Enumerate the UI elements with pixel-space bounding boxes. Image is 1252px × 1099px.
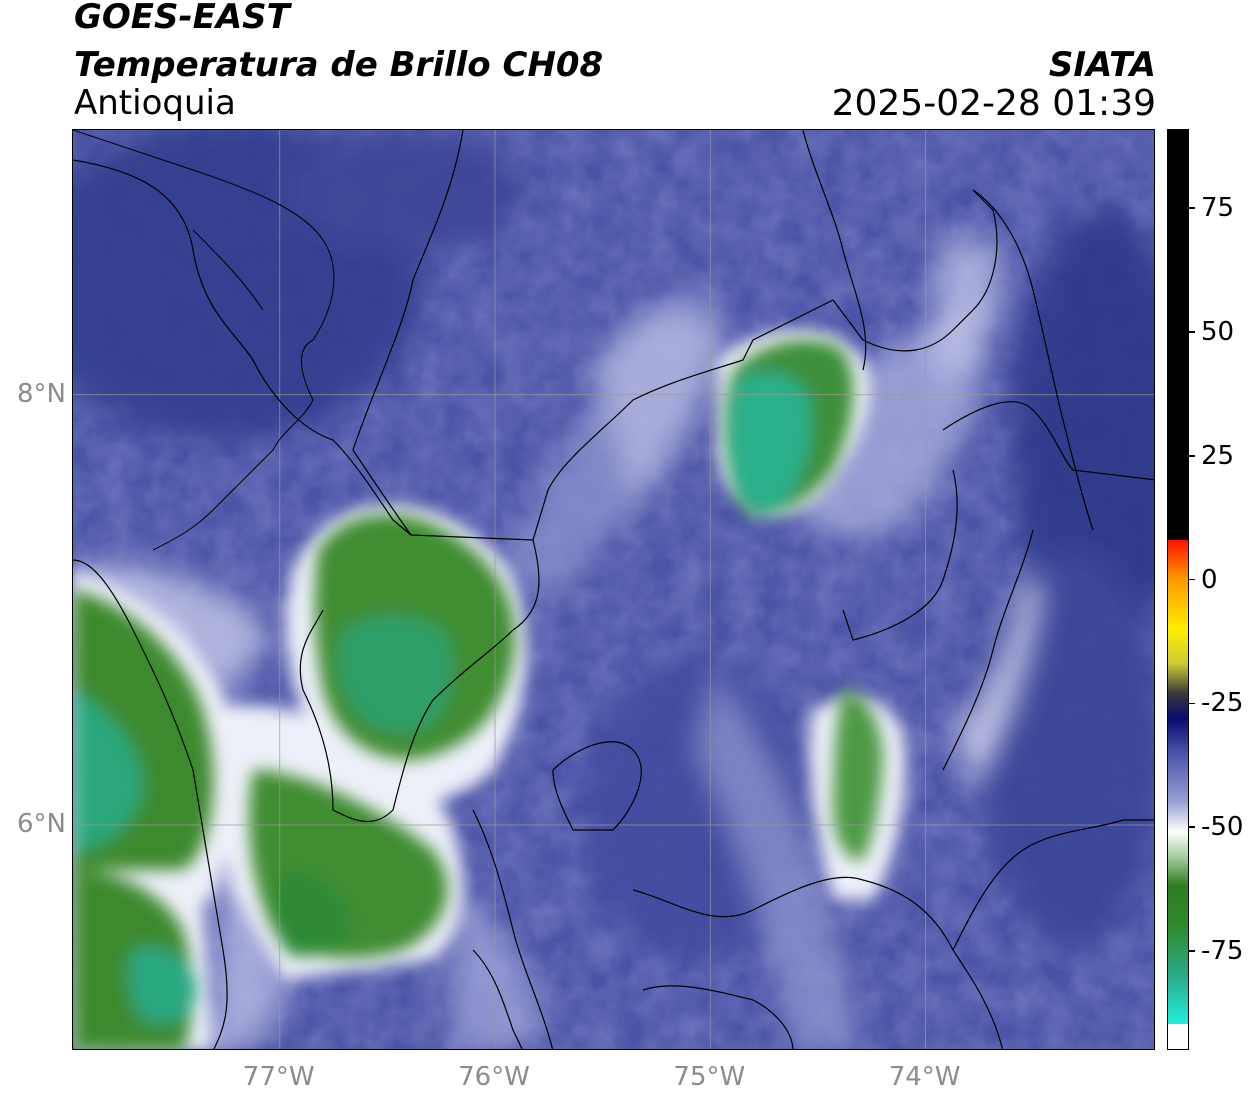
- region-label: Antioquia: [74, 83, 236, 123]
- colorbar-tick-mark: [1189, 578, 1195, 581]
- colorbar-tick-mark: [1189, 826, 1195, 828]
- cold-cloud-tops: [73, 339, 883, 1049]
- colorbar-tick-mark: [1189, 331, 1195, 333]
- graticule: [73, 130, 1154, 1049]
- colorbar-tick-label: 50: [1201, 317, 1235, 348]
- coastline: [73, 130, 335, 551]
- lon-label-76: 76°W: [458, 1062, 530, 1092]
- agency-label: SIATA: [1048, 45, 1156, 85]
- temperature-colorbar: [1167, 129, 1189, 1050]
- lon-label-75: 75°W: [673, 1062, 746, 1092]
- map-canvas: [73, 130, 1154, 1049]
- colorbar-tick-mark: [1189, 207, 1195, 209]
- colorbar-tick-mark: [1189, 702, 1195, 705]
- colorbar-tick-label: 75: [1201, 193, 1235, 224]
- product-title: Temperatura de Brillo CH08: [74, 45, 604, 85]
- colorbar-tick-mark: [1189, 455, 1195, 457]
- satellite-title: GOES-EAST: [74, 0, 290, 37]
- colorbar-tick-label: -25: [1201, 688, 1244, 719]
- lon-label-74: 74°W: [888, 1062, 961, 1092]
- lon-label-77: 77°W: [242, 1062, 315, 1092]
- colorbar-tick-mark: [1189, 950, 1195, 952]
- timestamp-label: 2025-02-28 01:39: [831, 83, 1156, 124]
- lat-label-8n: 8°N: [17, 378, 66, 409]
- admin-borders: [73, 130, 1154, 1049]
- lat-label-6n: 6°N: [17, 809, 66, 840]
- colorbar-tick-label: 25: [1201, 440, 1235, 471]
- colorbar-tick-label: -75: [1201, 935, 1244, 966]
- colorbar-tick-label: 0: [1201, 564, 1218, 595]
- colorbar-tick-label: -50: [1201, 812, 1244, 843]
- brightness-temperature-map: [72, 129, 1155, 1050]
